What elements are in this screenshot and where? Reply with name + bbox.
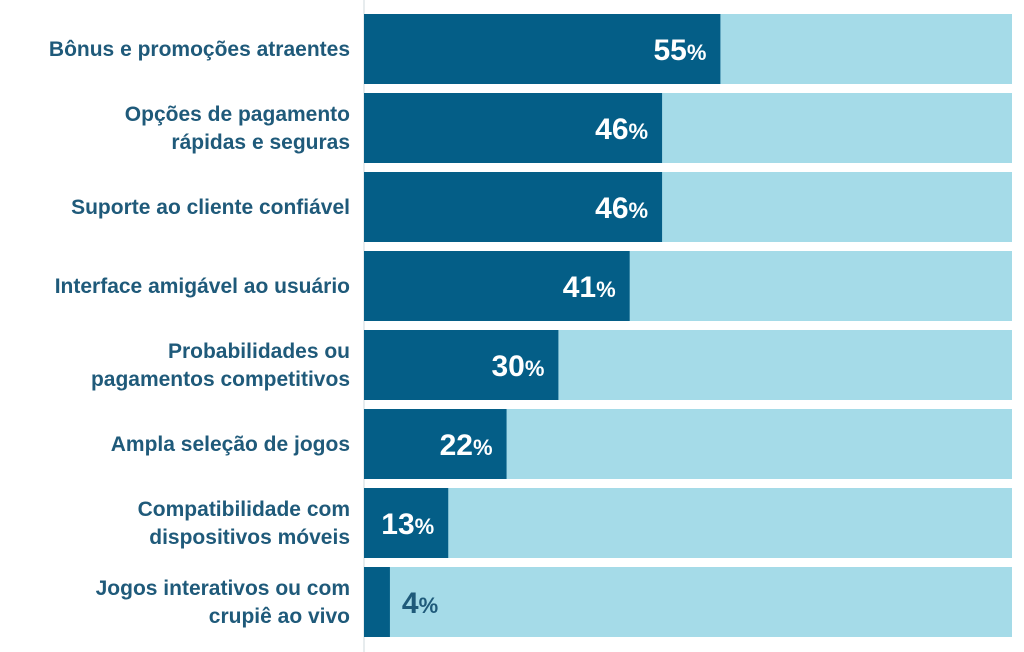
category-labels: Bônus e promoções atraentes Opções de pag…	[49, 38, 350, 628]
bars	[363, 0, 1012, 652]
category-label: Ampla seleção de jogos	[111, 433, 350, 456]
value-label: 46%	[595, 113, 648, 146]
bar	[364, 172, 663, 242]
bar	[364, 14, 721, 84]
bar	[364, 567, 390, 637]
bar	[364, 330, 559, 400]
bar-remainder	[364, 567, 1012, 637]
category-label: Jogos interativos ou com crupiê ao vivo	[96, 577, 350, 628]
bar	[364, 409, 507, 479]
value-label: 13%	[381, 508, 434, 541]
category-label: Interface amigável ao usuário	[55, 275, 350, 298]
value-label: 41%	[563, 271, 616, 304]
value-label: 55%	[653, 34, 706, 67]
category-label: Suporte ao cliente confiável	[71, 196, 350, 219]
bar	[364, 251, 630, 321]
value-label: 46%	[595, 192, 648, 225]
value-label: 30%	[491, 350, 544, 383]
bar	[364, 93, 663, 163]
category-label: Probabilidades ou pagamentos competitivos	[91, 340, 350, 391]
value-label: 22%	[440, 429, 493, 462]
bar-remainder	[364, 488, 1012, 558]
category-label: Compatibilidade com dispositivos móveis	[138, 498, 350, 549]
value-label: 4%	[402, 587, 438, 620]
category-label: Opções de pagamento rápidas e seguras	[125, 103, 350, 154]
bar	[364, 488, 449, 558]
category-label: Bônus e promoções atraentes	[49, 38, 350, 61]
value-labels: 55% 46% 46% 41% 30% 22% 13% 4%	[381, 34, 706, 620]
